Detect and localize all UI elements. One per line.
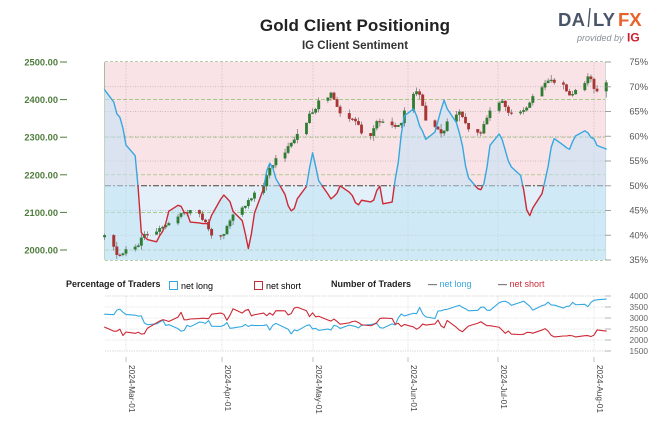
svg-text:2024-May-01: 2024-May-01 [314,365,324,414]
svg-text:3000: 3000 [630,313,649,323]
svg-text:1500: 1500 [630,346,649,356]
svg-text:2500.00: 2500.00 [24,58,58,68]
svg-text:45%: 45% [629,206,648,216]
svg-text:2100.00: 2100.00 [24,208,58,218]
svg-text:35%: 35% [629,255,648,265]
svg-text:2000.00: 2000.00 [24,246,58,256]
svg-text:2024-Mar-01: 2024-Mar-01 [127,365,137,413]
svg-text:2024-Jul-01: 2024-Jul-01 [499,365,509,409]
svg-text:2000: 2000 [630,335,649,345]
svg-text:2300.00: 2300.00 [24,133,58,143]
svg-text:40%: 40% [629,230,648,240]
svg-text:70%: 70% [629,82,648,92]
svg-text:50%: 50% [629,181,648,191]
svg-text:2024-Aug-01: 2024-Aug-01 [595,365,605,413]
svg-text:2500: 2500 [630,324,649,334]
svg-text:60%: 60% [629,131,648,141]
svg-text:2024-Jun-01: 2024-Jun-01 [409,365,419,412]
svg-text:2200.00: 2200.00 [24,170,58,180]
svg-text:75%: 75% [629,57,648,67]
svg-text:2400.00: 2400.00 [24,95,58,105]
svg-text:55%: 55% [629,156,648,166]
svg-text:2024-Apr-01: 2024-Apr-01 [223,365,233,412]
svg-text:3500: 3500 [630,302,649,312]
svg-text:65%: 65% [629,107,648,117]
